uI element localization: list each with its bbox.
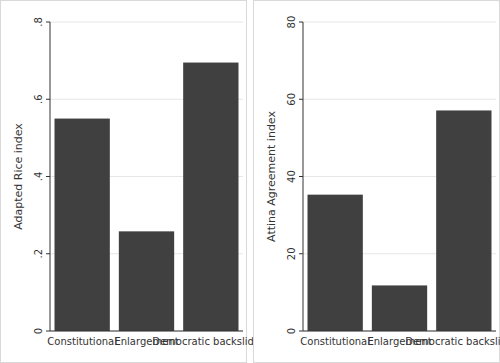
tick-mark: [46, 253, 50, 254]
bar: [55, 119, 110, 331]
bar: [436, 110, 491, 331]
tick-label: 0: [33, 328, 44, 334]
grid-line: [50, 22, 243, 23]
panel-frame: [1, 1, 247, 363]
category-label: Constitutional: [300, 336, 370, 347]
grid-line: [303, 99, 496, 100]
grid-line: [50, 331, 243, 332]
bars: [308, 110, 492, 331]
panel: 020406080ConstitutionalEnlargementDemocr…: [254, 1, 500, 363]
tick-label: .6: [33, 94, 44, 104]
tick-mark: [46, 99, 50, 100]
bar: [372, 285, 427, 331]
y-axis: [303, 22, 304, 331]
y-axis-title: Adapted Rice index: [12, 123, 25, 230]
tick-mark: [46, 176, 50, 177]
bar: [308, 195, 363, 331]
category-label: Democratic backsliding: [152, 336, 269, 347]
y-axis-title: Attina Agreement index: [265, 111, 278, 242]
tick-label: .2: [33, 249, 44, 259]
tick-label: 80: [286, 16, 297, 29]
tick-mark: [299, 331, 303, 332]
tick-label: 20: [286, 247, 297, 260]
bar: [183, 63, 238, 331]
category-label: Constitutional: [47, 336, 117, 347]
chart-root: 0.2.4.6.8ConstitutionalEnlargementDemocr…: [0, 0, 500, 363]
category-label: Democratic backsliding: [405, 336, 500, 347]
tick-mark: [299, 99, 303, 100]
panel: 0.2.4.6.8ConstitutionalEnlargementDemocr…: [1, 1, 270, 363]
x-axis: [50, 331, 243, 332]
tick-label: .4: [33, 172, 44, 182]
tick-label: 40: [286, 170, 297, 183]
panel-frame: [254, 1, 500, 363]
tick-mark: [46, 22, 50, 23]
bar: [119, 231, 174, 331]
tick-mark: [299, 253, 303, 254]
tick-mark: [46, 331, 50, 332]
grid-line: [303, 331, 496, 332]
x-axis: [303, 331, 496, 332]
tick-label: .8: [33, 17, 44, 27]
grid-line: [303, 22, 496, 23]
y-axis: [50, 22, 51, 331]
tick-label: 60: [286, 93, 297, 106]
bars: [55, 63, 239, 331]
tick-mark: [299, 22, 303, 23]
tick-label: 0: [286, 328, 297, 334]
tick-mark: [299, 176, 303, 177]
